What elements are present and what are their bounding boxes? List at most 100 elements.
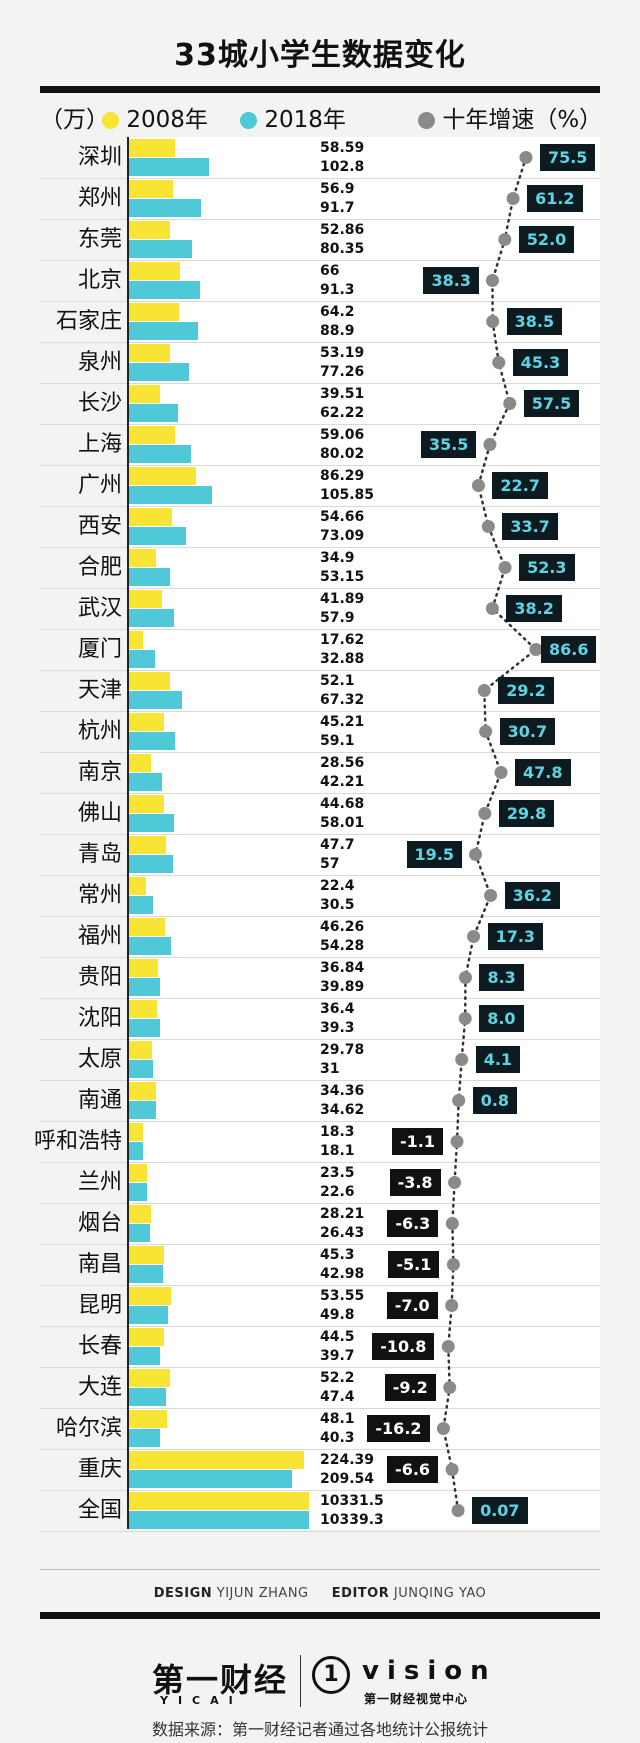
city-label: 重庆 [77, 1457, 122, 1482]
row-separator [40, 342, 600, 343]
growth-label: 57.5 [523, 390, 580, 417]
vision-logo-sub: 第一财经视觉中心 [364, 1692, 469, 1706]
growth-label: 8.3 [479, 964, 524, 991]
growth-label: 29.2 [498, 677, 554, 704]
bar-y2018 [129, 363, 190, 381]
bar-y2008 [129, 221, 171, 239]
bar-y2008 [129, 1123, 144, 1141]
value-label-y2018: 80.02 [320, 446, 365, 462]
value-label-y2008: 52.1 [320, 673, 355, 689]
editor-label: EDITOR [331, 1586, 390, 1601]
value-label-y2008: 29.78 [320, 1042, 365, 1058]
bar-y2008 [129, 303, 180, 321]
row-separator [40, 1531, 600, 1532]
value-label-y2008: 46.26 [320, 919, 365, 935]
value-label-y2018: 34.62 [320, 1102, 365, 1118]
city-label: 石家庄 [55, 309, 122, 334]
bar-y2018 [129, 1429, 161, 1447]
value-label-y2018: 42.21 [320, 774, 365, 790]
value-label-y2008: 54.66 [320, 509, 365, 525]
value-label-y2018: 47.4 [320, 1389, 355, 1405]
value-label-y2018: 102.8 [320, 159, 365, 175]
growth-label: 38.5 [506, 308, 563, 335]
growth-label: 38.2 [506, 595, 562, 622]
bar-y2018 [129, 1101, 156, 1119]
growth-label: 35.5 [420, 431, 477, 458]
value-label-y2008: 45.3 [320, 1247, 355, 1263]
row-separator [40, 834, 600, 835]
bar-y2008 [129, 1492, 309, 1510]
bar-y2018 [129, 1511, 309, 1529]
growth-label: 17.3 [487, 923, 544, 950]
bottom-rule [40, 1612, 600, 1619]
city-label: 西安 [77, 514, 122, 539]
value-label-y2018: 42.98 [320, 1266, 365, 1282]
row-separator [40, 547, 600, 548]
value-label-y2008: 17.62 [320, 632, 365, 648]
city-label: 青岛 [77, 842, 122, 867]
growth-label: 0.07 [472, 1497, 528, 1524]
bar-y2008 [129, 1328, 164, 1346]
value-label-y2018: 58.01 [320, 815, 365, 831]
bar-y2008 [129, 467, 197, 485]
growth-label: -9.2 [384, 1374, 436, 1401]
chart-title: 33城小学生数据变化 [174, 38, 466, 73]
city-label: 长沙 [77, 391, 122, 416]
growth-label: 22.7 [492, 472, 548, 499]
row-separator [40, 916, 600, 917]
value-label-y2018: 39.89 [320, 979, 365, 995]
row-separator [40, 1449, 600, 1450]
bar-y2018 [129, 568, 171, 586]
city-label: 上海 [77, 432, 122, 457]
bar-y2018 [129, 1306, 168, 1324]
chart-axis [127, 137, 129, 1529]
growth-label: 52.0 [518, 226, 575, 253]
city-label: 武汉 [77, 596, 122, 621]
value-label-y2018: 88.9 [320, 323, 355, 339]
row-separator [40, 260, 600, 261]
value-label-y2008: 39.51 [320, 386, 365, 402]
row-separator [40, 629, 600, 630]
city-label: 厦门 [77, 637, 122, 662]
city-label: 南京 [77, 760, 122, 785]
row-separator [40, 1162, 600, 1163]
bar-y2008 [129, 918, 166, 936]
row-separator [40, 998, 600, 999]
value-label-y2008: 52.2 [320, 1370, 355, 1386]
value-label-y2008: 53.19 [320, 345, 365, 361]
row-separator [40, 711, 600, 712]
city-label: 南昌 [77, 1252, 122, 1277]
growth-label: -1.1 [392, 1128, 443, 1155]
city-label: 南通 [77, 1088, 122, 1113]
row-separator [40, 793, 600, 794]
growth-label: 30.7 [499, 718, 556, 745]
growth-label: 86.6 [541, 636, 597, 663]
city-label: 佛山 [77, 801, 122, 826]
value-label-y2008: 28.56 [320, 755, 365, 771]
bar-y2008 [129, 1082, 156, 1100]
bar-y2008 [129, 1041, 153, 1059]
bar-y2018 [129, 158, 210, 176]
bar-y2018 [129, 281, 201, 299]
bar-y2008 [129, 959, 158, 977]
row-separator [40, 957, 600, 958]
value-label-y2018: 53.15 [320, 569, 365, 585]
bar-y2018 [129, 814, 175, 832]
bar-y2018 [129, 1142, 144, 1160]
bar-y2008 [129, 1369, 170, 1387]
growth-label: 8.0 [479, 1005, 524, 1032]
growth-label: 61.2 [527, 185, 583, 212]
value-label-y2008: 44.5 [320, 1329, 355, 1345]
row-separator [40, 424, 600, 425]
value-label-y2008: 47.7 [320, 837, 355, 853]
value-label-y2018: 32.88 [320, 651, 365, 667]
row-separator [40, 178, 600, 179]
bar-y2008 [129, 508, 172, 526]
value-label-y2018: 59.1 [320, 733, 355, 749]
bar-y2018 [129, 445, 192, 463]
bar-y2018 [129, 1265, 163, 1283]
bar-y2008 [129, 385, 160, 403]
bar-y2008 [129, 549, 157, 567]
city-label: 泉州 [77, 350, 122, 375]
bar-y2008 [129, 1205, 151, 1223]
